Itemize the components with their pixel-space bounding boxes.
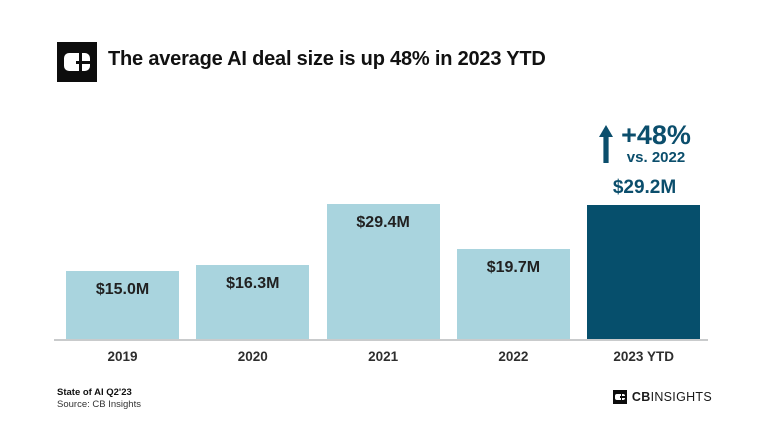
brand-insights: INSIGHTS <box>650 390 712 404</box>
bar-value-label-2023-ytd: $29.2M <box>612 177 677 198</box>
x-tick-label: 2023 YTD <box>613 349 674 364</box>
cb-insights-logo-icon <box>57 42 97 82</box>
bar-2023-ytd <box>587 204 701 340</box>
bar-value-label: $29.4M <box>356 214 410 231</box>
x-tick-label: 2022 <box>498 349 529 364</box>
chart-title: The average AI deal size is up 48% in 20… <box>108 48 546 70</box>
x-tick-label: 2021 <box>368 349 399 364</box>
x-tick-label: 2020 <box>237 349 268 364</box>
cb-insights-wordmark: CBINSIGHTS <box>612 390 712 404</box>
x-axis-line <box>54 339 708 341</box>
bar-value-label: $19.7M <box>486 258 541 276</box>
bar-2021: $29.4M <box>326 204 440 340</box>
brand-text: CBINSIGHTS <box>632 390 712 404</box>
bar-2020: $16.3M <box>196 264 310 340</box>
report-name: State of AI Q2'23 <box>57 387 132 398</box>
brand-cb: CB <box>631 390 651 404</box>
source-line: Source: CB Insights <box>57 398 141 410</box>
growth-percent: +48% <box>621 120 691 150</box>
growth-annotation-text: +48% vs. 2022 <box>621 120 691 167</box>
footer-attribution: State of AI Q2'23 Source: CB Insights <box>57 387 141 411</box>
x-tick-label: 2019 <box>107 349 138 364</box>
cb-insights-mini-logo-icon <box>612 390 627 404</box>
cb-insights-mini-logo-glyph <box>614 393 626 401</box>
x-axis-labels: 2019 2020 2021 2022 2023 YTD <box>66 349 702 364</box>
up-arrow-icon <box>599 125 614 163</box>
bar-value-label: $16.3M <box>226 274 280 292</box>
bars: $15.0M $16.3M $29.4M $19.7M <box>66 204 702 340</box>
cb-insights-logo-glyph <box>64 53 90 71</box>
growth-comparison: vs. 2022 <box>626 149 686 166</box>
bar-2022: $19.7M <box>456 248 570 340</box>
growth-annotation: +48% vs. 2022 <box>585 122 705 166</box>
bar-value-label: $15.0M <box>95 280 150 298</box>
bar-2019: $15.0M <box>66 270 179 340</box>
